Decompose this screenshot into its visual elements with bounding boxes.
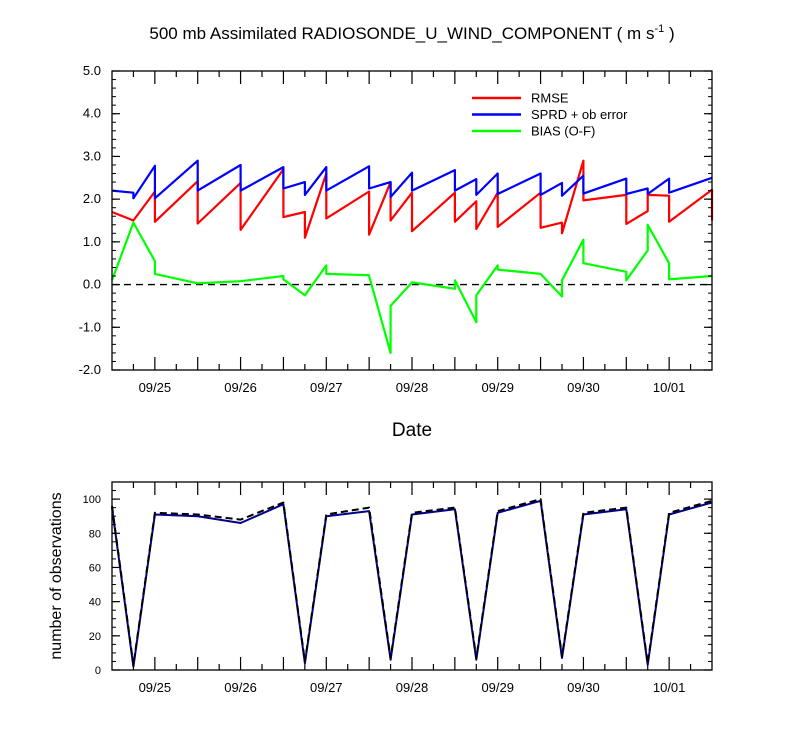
series-line-bias-o-f bbox=[110, 221, 713, 354]
legend-label: RMSE bbox=[531, 91, 569, 106]
y-tick-label: 0 bbox=[95, 665, 101, 677]
y-tick-label: -2.0 bbox=[79, 362, 101, 377]
bottom-y-axis-label: number of observations bbox=[48, 492, 65, 659]
y-tick-label: 5.0 bbox=[83, 63, 101, 78]
top-chart: -2.0 -1.0 0.0 1.0 2.0 3.0 4.0 5.0 09/25 09/26 09/2… bbox=[79, 63, 714, 395]
legend-label: SPRD + ob error bbox=[531, 107, 628, 122]
x-tick-label: 09/26 bbox=[224, 680, 257, 695]
x-tick-label: 09/29 bbox=[481, 380, 514, 395]
y-tick-label: 1.0 bbox=[83, 234, 101, 249]
x-tick-label: 09/27 bbox=[310, 680, 343, 695]
top-x-axis-label: Date bbox=[392, 420, 432, 441]
series-line-rmse bbox=[111, 159, 714, 239]
y-tick-label: 100 bbox=[83, 494, 101, 506]
y-tick-label: 4.0 bbox=[83, 106, 101, 121]
chart-title-main: 500 mb Assimilated RADIOSONDE_U_WIND_COM… bbox=[149, 24, 654, 43]
y-tick-label: 80 bbox=[89, 528, 101, 540]
y-tick-label: -1.0 bbox=[79, 319, 101, 334]
y-tick-label: 0.0 bbox=[83, 277, 101, 292]
y-tick-label: 3.0 bbox=[83, 148, 101, 163]
y-tick-label: 40 bbox=[89, 597, 101, 609]
y-tick-label: 20 bbox=[89, 631, 101, 643]
x-tick-label: 09/28 bbox=[396, 680, 429, 695]
x-tick-label: 09/29 bbox=[481, 680, 514, 695]
x-tick-label: 09/28 bbox=[396, 380, 429, 395]
chart-title-unit-exponent: -1 bbox=[654, 23, 664, 35]
legend-label: BIAS (O-F) bbox=[531, 124, 595, 139]
y-tick-label: 60 bbox=[89, 562, 101, 574]
x-tick-label: 10/01 bbox=[653, 380, 686, 395]
chart-title: 500 mb Assimilated RADIOSONDE_U_WIND_COM… bbox=[149, 23, 674, 43]
x-tick-label: 09/25 bbox=[139, 380, 172, 395]
x-tick-label: 09/25 bbox=[139, 680, 172, 695]
series-line-series-0 bbox=[111, 499, 713, 668]
x-tick-label: 09/27 bbox=[310, 380, 343, 395]
series-line-sprd-ob-error bbox=[111, 159, 713, 200]
bottom-chart: 0 20 40 60 80 100 09/25 09/26 09/27 09/28 09/29 09/… bbox=[83, 481, 713, 695]
y-tick-label: 2.0 bbox=[83, 191, 101, 206]
x-tick-label: 09/26 bbox=[224, 380, 257, 395]
chart-title-end: ) bbox=[664, 24, 674, 43]
x-tick-label: 09/30 bbox=[567, 380, 600, 395]
x-tick-label: 10/01 bbox=[653, 680, 686, 695]
series-line-series-1 bbox=[111, 498, 713, 666]
x-tick-label: 09/30 bbox=[567, 680, 600, 695]
